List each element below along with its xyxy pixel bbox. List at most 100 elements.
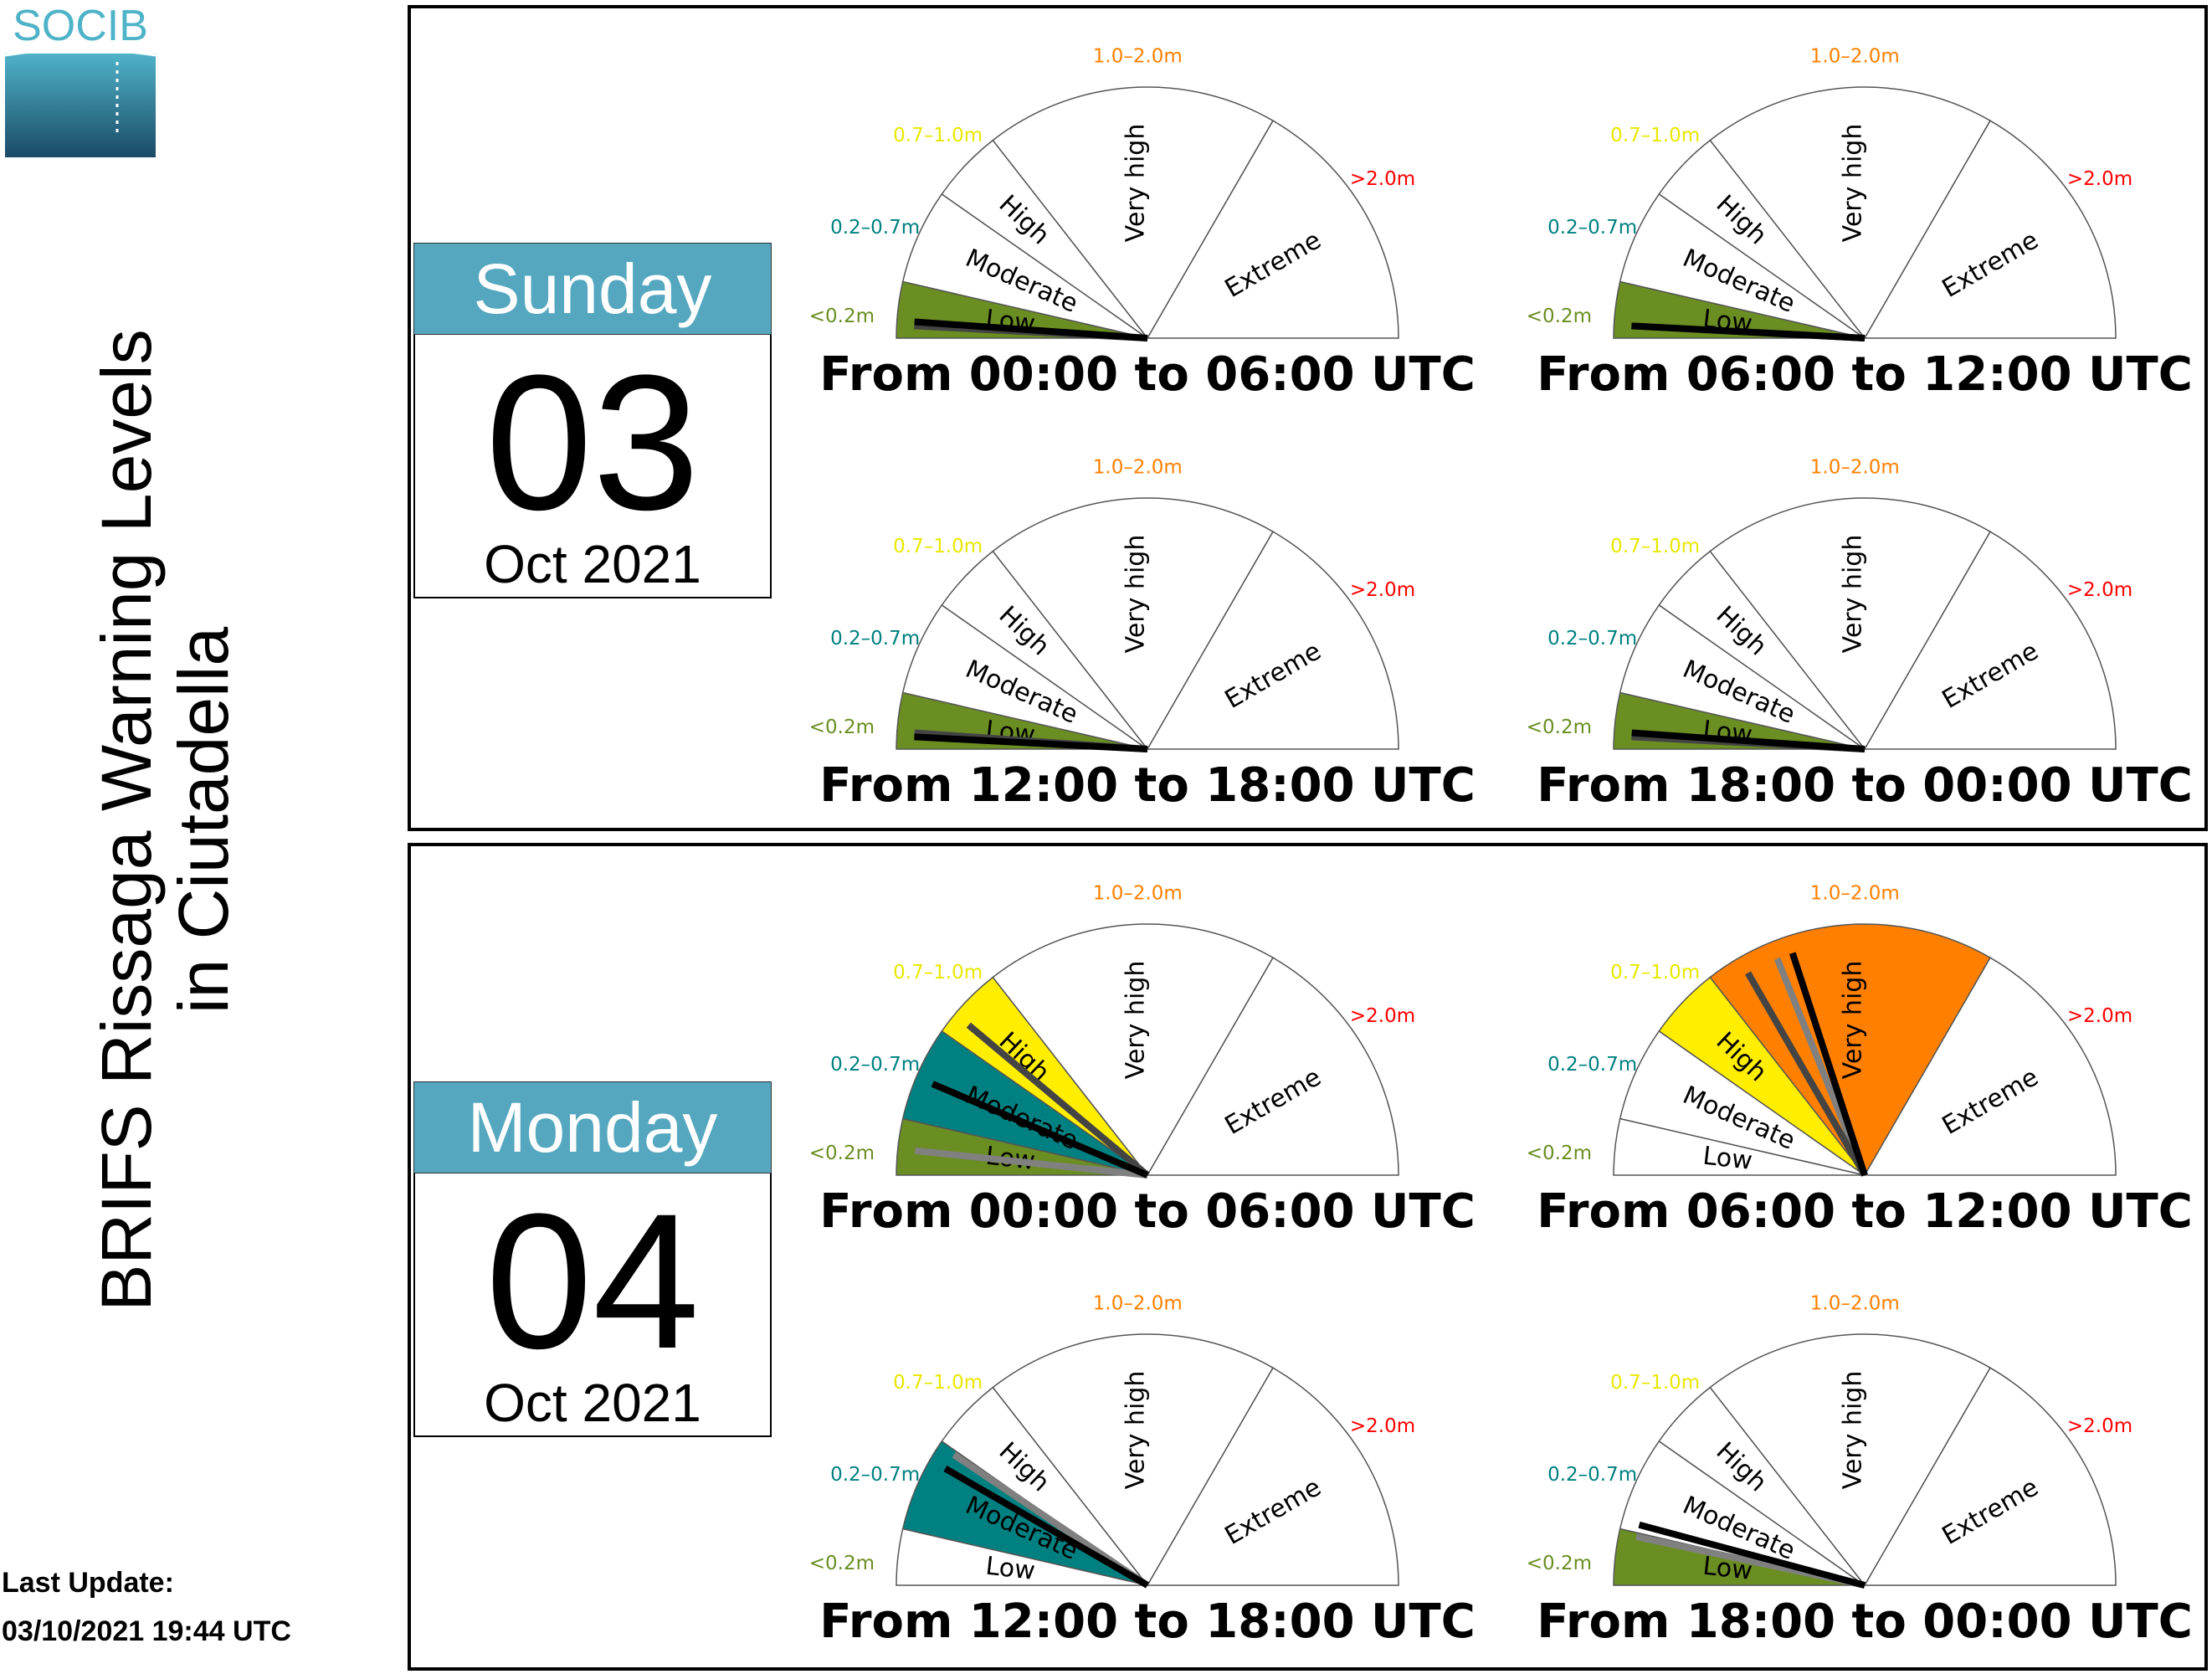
gauge-needle [1745,971,1868,1178]
sector-extreme [1863,957,2117,1176]
range-label: 1.0–2.0m [1093,1293,1183,1315]
range-label: <0.2m [809,716,875,738]
gauge-1-2: Low <0.2m Moderate 0.2–0.7m High 0.7–1.0m Very… [804,1277,1491,1662]
range-label: >2.0m [2067,579,2132,601]
date-box: 03 Oct 2021 [413,335,772,598]
date-card: Sunday 03 Oct 2021 [413,243,772,598]
sector-label: Low [1701,1142,1754,1176]
gauge-0-0: Low <0.2m Moderate 0.2–0.7m High 0.7–1.0m Very… [804,30,1491,415]
day-panel-monday: Monday 04 Oct 2021 Low<0.2mModerate0.2–0… [408,843,2208,1671]
range-label: 0.7–1.0m [893,962,983,983]
range-label: >2.0m [2067,1005,2132,1027]
sector-label: Very high [1839,1371,1868,1490]
range-label: <0.2m [1527,1553,1592,1574]
range-label: <0.2m [1527,306,1592,327]
range-label: 0.2–0.7m [830,1054,920,1076]
sector-extreme [1863,531,2117,750]
sector-label: Very high [1121,535,1151,654]
sector-label: Very high [1839,961,1868,1080]
range-label: <0.2m [1527,1143,1592,1164]
range-label: <0.2m [809,1553,875,1574]
range-label: >2.0m [1350,168,1415,190]
sector-very-high [1709,86,1992,340]
logo-text: SOCIB [13,3,148,50]
range-label: 0.2–0.7m [1547,628,1637,650]
range-label: 1.0–2.0m [1093,457,1183,479]
range-label: 1.0–2.0m [1093,46,1183,68]
range-label: 0.2–0.7m [830,628,920,650]
title-line-2: in Ciutadella [164,627,243,1014]
page-title: BRIFS Rissaga Warning Levels in Ciutadel… [67,201,285,1440]
sector-label: Very high [1839,535,1868,654]
range-label: 0.7–1.0m [1610,962,1700,983]
range-label: >2.0m [1350,1415,1415,1437]
date-card: Monday 04 Oct 2021 [413,1081,772,1437]
range-label: 0.2–0.7m [830,1464,920,1486]
range-label: <0.2m [809,1143,875,1164]
day-number: 04 [485,1173,700,1389]
range-label: 1.0–2.0m [1810,1293,1900,1315]
sector-very-high [1709,497,1992,751]
range-label: 0.2–0.7m [1547,1464,1637,1486]
sector-very-high [992,86,1275,340]
sector-very-high [992,1333,1275,1587]
gauge-needle [1631,729,1866,752]
gauge-needle [914,733,1148,752]
gauge-needle [966,1022,1150,1178]
range-label: 1.0–2.0m [1093,883,1183,905]
range-label: 0.7–1.0m [1610,536,1700,557]
last-update: Last Update: 03/10/2021 19:44 UTC [2,1558,291,1656]
sector-extreme [1863,120,2117,339]
gauge-needle [931,1081,1149,1178]
range-label: >2.0m [2067,1415,2132,1437]
range-label: >2.0m [2067,168,2132,190]
range-label: 0.7–1.0m [893,1372,983,1394]
gauge-needle [914,318,1148,341]
sector-very-high [1709,923,1992,1177]
month-year: Oct 2021 [484,534,701,594]
gauge-svg: Low<0.2mModerate0.2–0.7mHigh0.7–1.0mVery… [809,883,1476,1239]
sector-very-high [992,923,1275,1177]
gauge-0-3: Low <0.2m Moderate 0.2–0.7m High 0.7–1.0m Very… [1522,441,2208,826]
range-label: 0.2–0.7m [830,217,920,239]
range-label: 0.2–0.7m [1547,217,1637,239]
sector-label: Very high [1121,1371,1151,1490]
weekday-label: Monday [413,1081,772,1173]
sector-label: Very high [1839,124,1868,243]
socib-logo[interactable]: SOCIB [3,2,159,163]
range-label: 0.7–1.0m [1610,1372,1700,1394]
period-label: From 18:00 to 00:00 UTC [1537,1594,2193,1649]
sector-extreme [1146,1367,1399,1586]
gauge-1-1: Low <0.2m Moderate 0.2–0.7m High 0.7–1.0m Very… [1522,867,2208,1252]
range-label: 0.7–1.0m [893,125,983,146]
sector-label: Very high [1121,124,1151,243]
gauge-needle [943,1466,1150,1589]
range-label: 1.0–2.0m [1810,883,1900,905]
period-label: From 00:00 to 06:00 UTC [819,347,1476,402]
range-label: 0.7–1.0m [1610,125,1700,146]
range-label: >2.0m [1350,579,1415,601]
range-label: >2.0m [1350,1005,1415,1027]
gauge-1-0: Low<0.2mModerate0.2–0.7mHigh0.7–1.0mVery… [804,867,1491,1252]
title-line-1: BRIFS Rissaga Warning Levels [87,329,166,1311]
range-label: 0.2–0.7m [1547,1054,1637,1076]
period-label: From 00:00 to 06:00 UTC [819,1184,1476,1239]
range-label: <0.2m [1527,716,1592,738]
sector-extreme [1146,957,1399,1176]
day-panel-sunday: Sunday 03 Oct 2021 Low <0.2m Moderate 0.2–0… [408,5,2208,831]
range-label: <0.2m [809,306,875,327]
gauge-0-2: Low <0.2m Moderate 0.2–0.7m High 0.7–1.0m Very… [804,441,1491,826]
gauge-needle [915,1147,1148,1178]
gauge-1-3: Low <0.2m Moderate 0.2–0.7m High 0.7–1.0m Very… [1522,1277,2208,1662]
sector-very-high [992,497,1275,751]
last-update-value: 03/10/2021 19:44 UTC [2,1615,291,1647]
period-label: From 18:00 to 00:00 UTC [1537,758,2193,813]
gauge-0-1: Low <0.2m Moderate 0.2–0.7m High 0.7–1.0m Very… [1522,30,2208,415]
day-number: 03 [485,335,700,550]
period-label: From 12:00 to 18:00 UTC [819,1594,1476,1649]
